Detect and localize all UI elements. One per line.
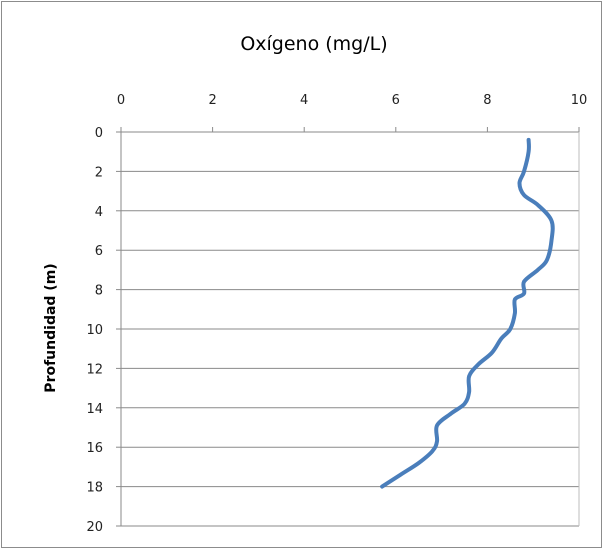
y-tick-label-20: 20	[86, 520, 103, 535]
series-group	[380, 137, 555, 489]
y-tick-label-16: 16	[86, 441, 103, 456]
y-axis-label: Profundidad (m)	[43, 263, 59, 392]
y-tick-label-14: 14	[86, 402, 103, 417]
x-tick-labels: 0 2 4 6 8 10	[117, 93, 587, 108]
x-tick-label-10: 10	[571, 93, 588, 108]
y-tick-label-6: 6	[95, 244, 103, 259]
axes	[116, 127, 580, 527]
gridlines	[121, 170, 579, 527]
x-tick-label-2: 2	[208, 93, 216, 108]
chart-title: Oxígeno (mg/L)	[240, 33, 387, 55]
series-line-0	[380, 137, 555, 489]
x-tick-label-6: 6	[392, 93, 400, 108]
y-tick-label-18: 18	[86, 481, 103, 496]
y-tick-label-2: 2	[95, 165, 103, 180]
y-tick-label-12: 12	[86, 362, 103, 377]
x-tick-label-0: 0	[117, 93, 125, 108]
y-tick-label-8: 8	[95, 284, 103, 299]
x-tick-label-4: 4	[300, 93, 308, 108]
y-tick-label-0: 0	[95, 126, 103, 141]
y-tick-label-10: 10	[86, 323, 103, 338]
y-tick-labels: 0 2 4 6 8 10 12 14 16 18 20	[86, 126, 103, 535]
x-tick-label-8: 8	[483, 93, 491, 108]
y-tick-label-4: 4	[95, 205, 103, 220]
